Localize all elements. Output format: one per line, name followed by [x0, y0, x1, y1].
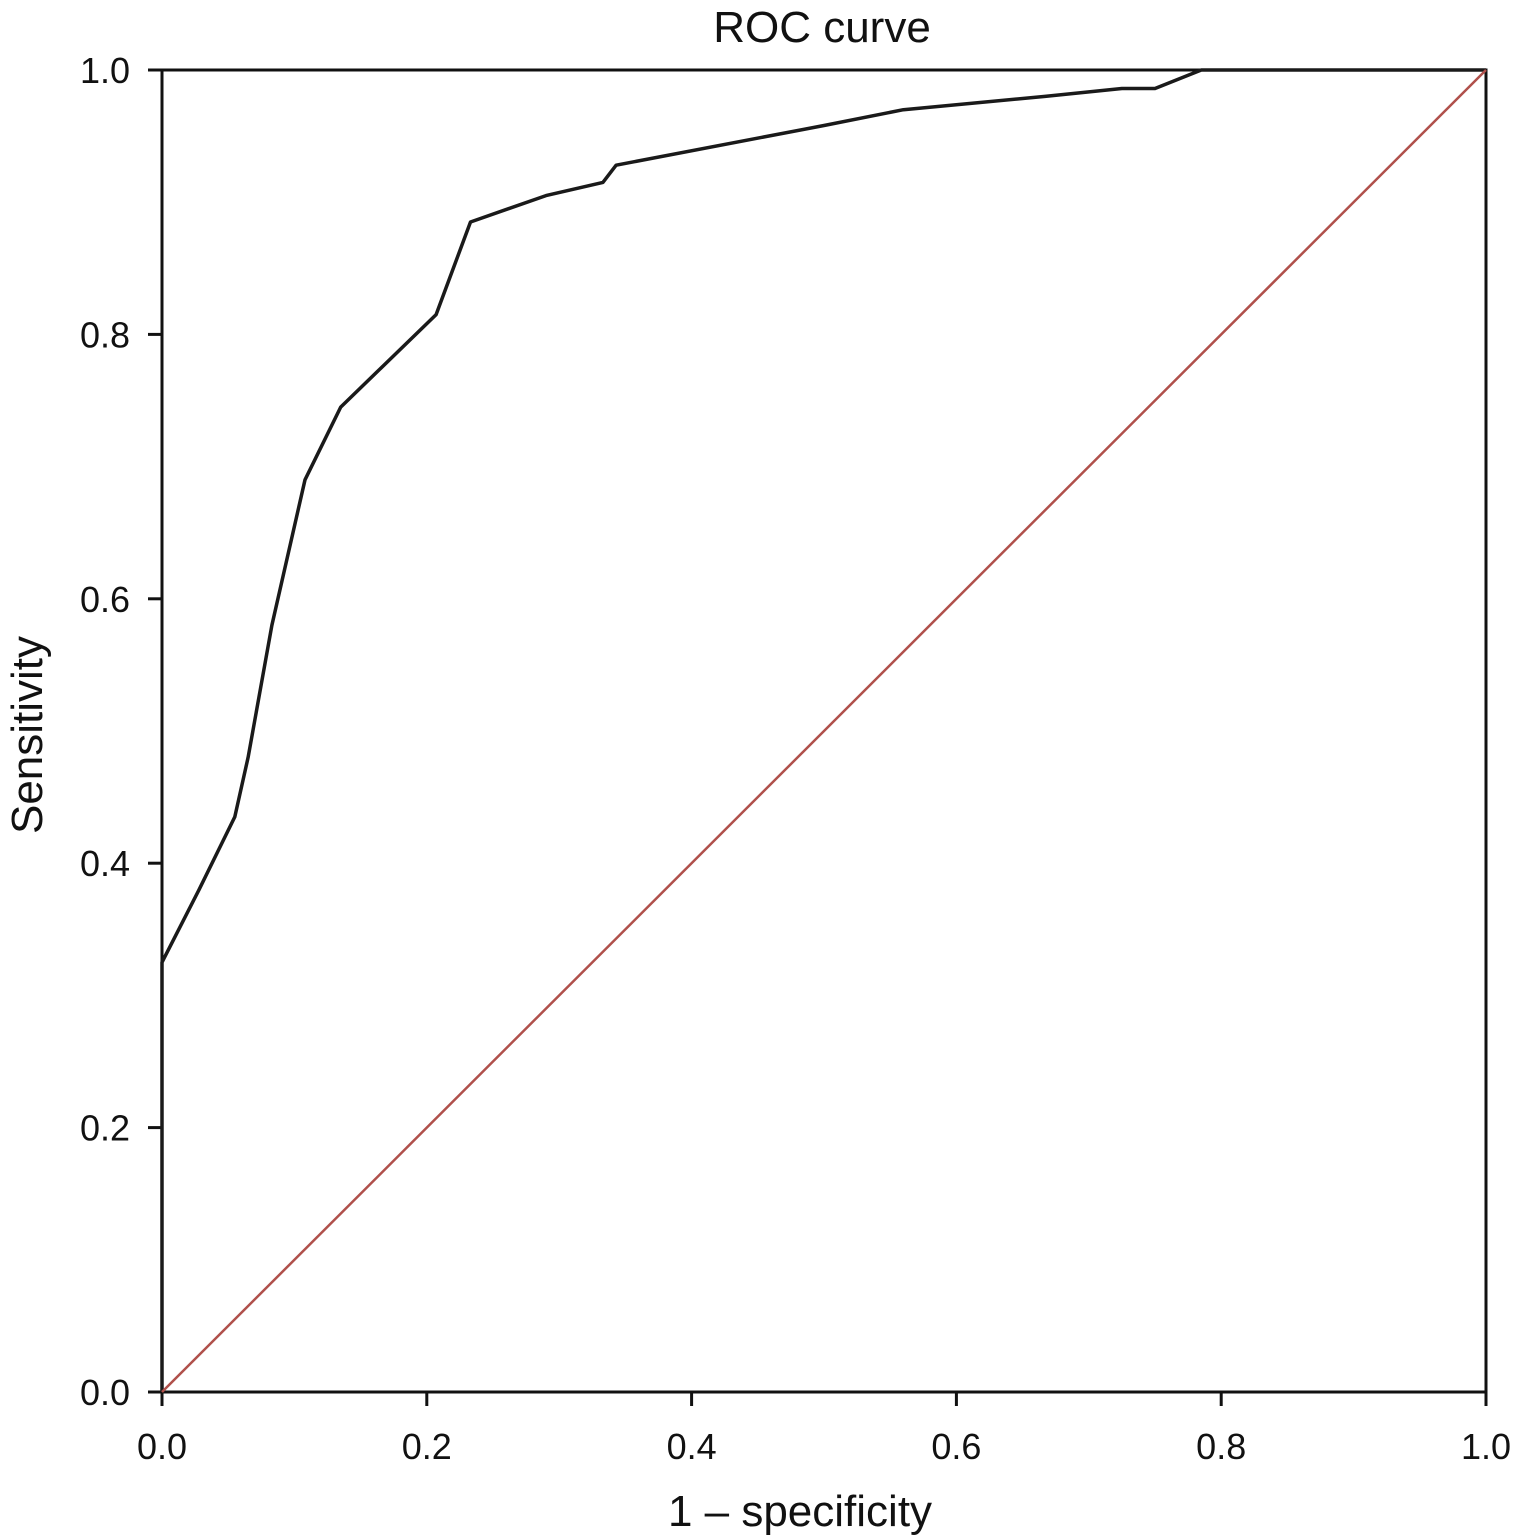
- x-tick-label: 0.4: [667, 1426, 717, 1467]
- y-tick-label: 0.0: [80, 1372, 130, 1413]
- y-tick-label: 0.8: [80, 314, 130, 355]
- y-tick-label: 0.2: [80, 1108, 130, 1149]
- x-axis-title: 1 – specificity: [668, 1487, 932, 1536]
- x-tick-label: 0.0: [137, 1426, 187, 1467]
- y-tick-label: 0.4: [80, 843, 130, 884]
- series-group: [160, 68, 1487, 1393]
- y-tick-label: 1.0: [80, 50, 130, 91]
- chart-title: ROC curve: [713, 3, 931, 52]
- y-axis-title: Sensitivity: [3, 636, 52, 834]
- x-tick-label: 0.2: [402, 1426, 452, 1467]
- y-tick-label: 0.6: [80, 579, 130, 620]
- roc-curve-line: [160, 68, 1486, 1392]
- plot-frame: [160, 68, 1488, 1394]
- x-tick-label: 1.0: [1461, 1426, 1511, 1467]
- axis-ticks: 0.0 0.2 0.4 0.6 0.8 1.0 0.0 0.2 0.4 0.6 0.8 1.0: [80, 50, 1511, 1467]
- x-tick-label: 0.8: [1196, 1426, 1246, 1467]
- reference-diagonal-line: [161, 69, 1487, 1393]
- x-tick-label: 0.6: [931, 1426, 981, 1467]
